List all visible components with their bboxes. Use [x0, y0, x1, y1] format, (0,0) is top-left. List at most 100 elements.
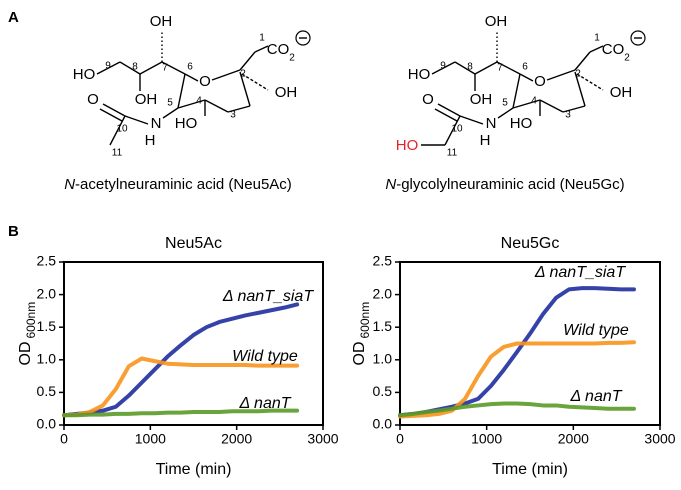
caption: N-glycolylneuraminic acid (Neu5Gc) — [385, 176, 624, 193]
x-tick-label: 2000 — [221, 431, 252, 447]
atom-label: H — [480, 132, 491, 149]
bond — [99, 108, 123, 122]
caption-prefix: N — [64, 176, 75, 193]
atom-label: 8 — [132, 62, 138, 73]
bond — [589, 45, 604, 53]
atom-label: 11 — [447, 148, 458, 159]
bond — [227, 105, 251, 113]
atom-label: OH — [470, 91, 493, 108]
atom-label: O — [87, 91, 99, 108]
series-line — [398, 401, 636, 418]
caption-prefix: N — [385, 176, 396, 193]
atom-label: N — [486, 115, 497, 132]
atom-label: 3 — [230, 110, 236, 121]
atom-label: 11 — [112, 148, 123, 159]
atom-label: O — [199, 73, 211, 90]
x-tick-label: 1000 — [471, 431, 502, 447]
series-label: Δ nanT — [569, 388, 622, 405]
y-tick-label: 0.0 — [373, 416, 393, 432]
atom-label: 5 — [502, 98, 508, 109]
bond — [444, 115, 461, 146]
y-tick-label: 2.0 — [37, 285, 57, 301]
atom-label: 9 — [105, 61, 111, 72]
y-tick-label: 1.5 — [37, 318, 57, 334]
bond — [241, 73, 269, 91]
bond — [519, 73, 534, 82]
atom-label: O — [534, 73, 546, 90]
atom-label: 4 — [196, 96, 202, 107]
plot-frame — [63, 261, 324, 426]
y-axis-label-sub: 600nm — [24, 302, 38, 339]
atom-label: H — [145, 132, 156, 149]
caption-text: -acetylneuraminic acid (Neu5Ac) — [75, 176, 292, 193]
x-tick-label: 0 — [60, 431, 68, 447]
bond — [497, 107, 514, 119]
bond — [459, 115, 484, 125]
x-tick-label: 3000 — [644, 431, 675, 447]
series-label: Δ nanT_siaT — [534, 264, 626, 281]
atom-label: 8 — [467, 62, 473, 73]
bond — [109, 115, 126, 146]
x-tick-label: 2000 — [558, 431, 589, 447]
charge — [295, 30, 311, 46]
plot-frame — [399, 261, 661, 426]
charge — [630, 30, 646, 46]
series-line — [62, 302, 300, 418]
atom-label: 2 — [289, 53, 295, 64]
y-tick-label: 2.5 — [373, 253, 393, 269]
atom-label: OH — [275, 84, 298, 101]
bond — [474, 61, 498, 75]
atom-label: 2 — [575, 69, 581, 80]
series-line — [62, 356, 300, 418]
y-tick-label: 0.5 — [37, 383, 57, 399]
bond — [496, 61, 521, 75]
series-line — [398, 340, 636, 419]
y-axis-label-main: OD — [351, 342, 368, 366]
bond — [254, 45, 269, 53]
bond — [96, 61, 121, 75]
panel-label: B — [8, 223, 19, 240]
bond — [204, 99, 229, 113]
atom-label: HO — [408, 66, 431, 83]
atom-label: O — [422, 91, 434, 108]
series-label: Δ nanT — [238, 395, 291, 412]
y-tick-label: 2.0 — [373, 285, 393, 301]
x-tick-label: 1000 — [135, 431, 166, 447]
bond — [512, 99, 541, 109]
bond — [102, 103, 126, 117]
atom-label: 6 — [187, 62, 193, 73]
caption: N-acetylneuraminic acid (Neu5Ac) — [64, 176, 292, 193]
bond — [184, 73, 199, 82]
y-axis-label-main: OD — [17, 342, 34, 366]
y-tick-label: 1.5 — [373, 318, 393, 334]
bond — [162, 107, 179, 119]
bond — [124, 115, 149, 125]
atom-label: 10 — [451, 124, 463, 135]
bond — [431, 61, 456, 75]
series-label: Wild type — [232, 348, 298, 365]
y-tick-label: 0.5 — [373, 383, 393, 399]
bond — [239, 71, 251, 107]
series-line — [62, 408, 300, 418]
x-tick-label: 0 — [396, 431, 404, 447]
atom-label: 7 — [162, 63, 168, 74]
atom-label: 5 — [167, 98, 173, 109]
atom-label: CO — [602, 41, 625, 58]
bond — [437, 103, 461, 117]
atom-label: OH — [150, 13, 173, 30]
atom-label: OH — [610, 84, 633, 101]
panel-label: A — [8, 9, 19, 26]
atom-label: 2 — [240, 69, 246, 80]
atom-label: 7 — [497, 63, 503, 74]
atom-label: HO — [396, 137, 419, 154]
atom-label: 1 — [259, 33, 265, 44]
atom-label: 10 — [116, 124, 128, 135]
atom-label: 1 — [594, 33, 600, 44]
series-label: Δ nanT_siaT — [222, 288, 314, 305]
bond — [239, 51, 256, 71]
y-tick-label: 1.0 — [37, 351, 57, 367]
bond — [454, 61, 476, 75]
bond — [211, 69, 241, 81]
atom-label: N — [151, 115, 162, 132]
chart-title: Neu5Gc — [501, 235, 560, 252]
